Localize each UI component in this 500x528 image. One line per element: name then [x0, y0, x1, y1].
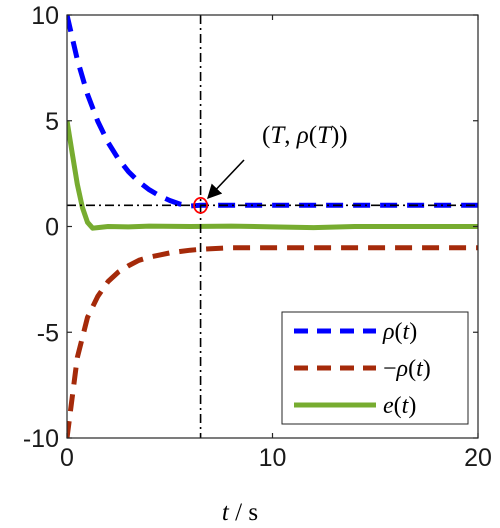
legend: ρ(t) −ρ(t) e(t)	[281, 311, 469, 425]
tick-layer: 0 10 20 10 5 0 -5 -10	[23, 2, 492, 472]
y-tick-label-4: -10	[23, 425, 59, 453]
y-tick-label-3: -5	[37, 319, 59, 347]
series-line-2	[67, 120, 478, 231]
intersection-marker	[193, 196, 208, 214]
legend-label-e: e(t)	[383, 393, 416, 419]
x-tick-label-0: 0	[60, 444, 74, 472]
x-tick-label-1: 10	[259, 444, 287, 472]
reference-lines	[67, 15, 478, 438]
series-line-0	[67, 15, 478, 209]
legend-label-neg-rho: −ρ(t)	[383, 356, 431, 382]
series-line-1	[67, 245, 478, 438]
y-tick-label-2: 0	[45, 214, 59, 242]
marker-layer	[193, 196, 208, 214]
y-tick-label-0: 10	[31, 2, 59, 30]
y-tick-label-1: 5	[45, 108, 59, 136]
legend-label-rho: ρ(t)	[382, 319, 417, 345]
x-axis-label: t / s	[222, 499, 258, 526]
x-tick-label-2: 20	[464, 444, 492, 472]
annotation-label: (T, ρ(T))	[262, 122, 348, 149]
annotation-arrow	[207, 159, 245, 200]
